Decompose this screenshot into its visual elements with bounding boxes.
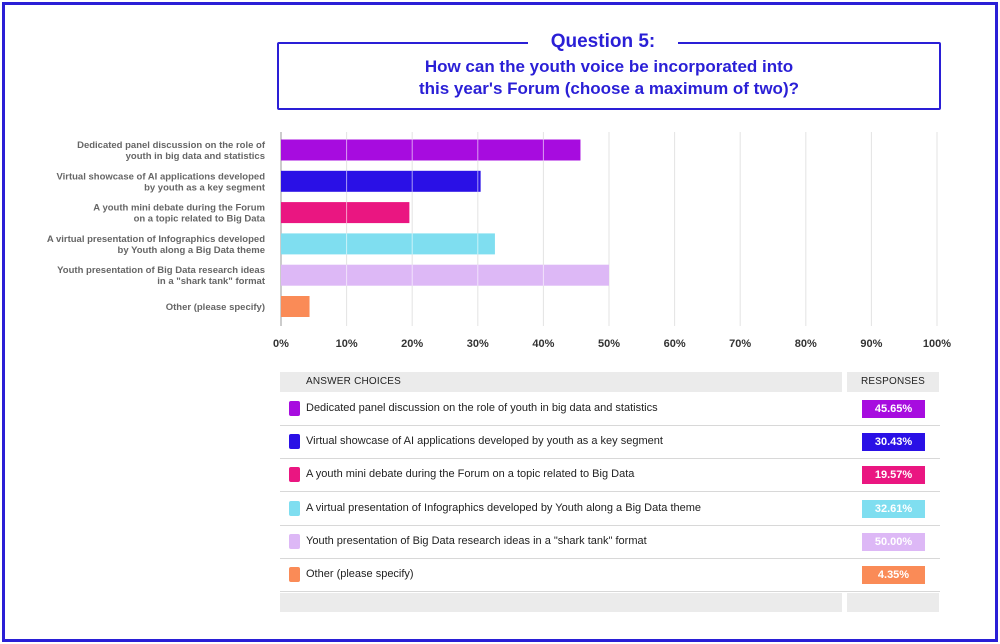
color-swatch bbox=[289, 500, 300, 516]
bar bbox=[281, 264, 609, 286]
answer-text: Youth presentation of Big Data research … bbox=[306, 534, 647, 547]
color-swatch bbox=[289, 434, 300, 450]
x-tick-label: 50% bbox=[598, 338, 620, 350]
x-tick-label: 40% bbox=[532, 338, 554, 350]
category-label: Youth presentation of Big Data research … bbox=[57, 265, 266, 287]
x-tick-label: 0% bbox=[273, 338, 289, 350]
answer-text: A youth mini debate during the Forum on … bbox=[306, 468, 635, 481]
table-header-answers bbox=[280, 372, 842, 392]
x-tick-label: 70% bbox=[729, 338, 751, 350]
answer-text: Virtual showcase of AI applications deve… bbox=[306, 435, 663, 448]
bar bbox=[281, 233, 495, 255]
answer-choices-header: ANSWER CHOICES bbox=[306, 376, 402, 387]
table-row: Dedicated panel discussion on the role o… bbox=[280, 393, 940, 426]
question-number: Question 5: bbox=[528, 31, 678, 53]
color-swatch bbox=[289, 467, 300, 483]
table-row: A virtual presentation of Infographics d… bbox=[280, 493, 940, 526]
response-percentage: 19.57% bbox=[862, 466, 925, 485]
table-footer-right bbox=[847, 593, 939, 612]
x-tick-label: 30% bbox=[467, 338, 489, 350]
response-percentage: 30.43% bbox=[862, 433, 925, 452]
question-line-2: this year's Forum (choose a maximum of t… bbox=[418, 79, 799, 98]
response-percentage: 32.61% bbox=[862, 499, 925, 518]
response-percentage: 4.35% bbox=[862, 566, 925, 584]
answer-text: Other (please specify) bbox=[306, 568, 414, 580]
x-tick-label: 90% bbox=[860, 338, 882, 350]
question-text: How can the youth voice be incorporated … bbox=[290, 56, 928, 100]
x-tick-label: 10% bbox=[336, 338, 358, 350]
table-row: Other (please specify) 4.35% bbox=[280, 559, 940, 592]
color-swatch bbox=[289, 533, 300, 549]
category-label: A youth mini debate during the Forum on a… bbox=[93, 203, 265, 225]
table-row: Youth presentation of Big Data research … bbox=[280, 526, 940, 559]
category-label: Dedicated panel discussion on the role o… bbox=[77, 140, 266, 162]
color-swatch bbox=[289, 401, 300, 416]
question-line-1: How can the youth voice be incorporated … bbox=[424, 57, 794, 76]
table-header-responses bbox=[847, 372, 939, 392]
bar bbox=[281, 170, 481, 192]
x-tick-label: 20% bbox=[401, 338, 423, 350]
responses-header: RESPONSES bbox=[860, 376, 926, 387]
bar bbox=[281, 296, 310, 317]
x-tick-label: 60% bbox=[664, 338, 686, 350]
bar bbox=[281, 202, 410, 224]
table-row: Virtual showcase of AI applications deve… bbox=[280, 426, 940, 460]
answer-text: Dedicated panel discussion on the role o… bbox=[306, 402, 658, 414]
response-percentage: 50.00% bbox=[862, 532, 925, 551]
table-row: A youth mini debate during the Forum on … bbox=[280, 459, 940, 493]
x-tick-label: 80% bbox=[795, 338, 817, 350]
category-label: Virtual showcase of AI applications deve… bbox=[56, 171, 265, 193]
bar-chart: 0% 10% 20% 30% 40% 50% 60% 70% 80% 90% 100% Dedicat… bbox=[47, 132, 951, 350]
category-label: Other (please specify) bbox=[166, 302, 265, 313]
bar bbox=[281, 139, 581, 161]
x-tick-label: 100% bbox=[923, 338, 951, 350]
category-label: A virtual presentation of Infographics d… bbox=[47, 234, 265, 256]
response-percentage: 45.65% bbox=[862, 400, 925, 418]
color-swatch bbox=[289, 567, 300, 582]
answer-text: A virtual presentation of Infographics d… bbox=[306, 501, 702, 514]
table-footer-left bbox=[280, 593, 842, 612]
